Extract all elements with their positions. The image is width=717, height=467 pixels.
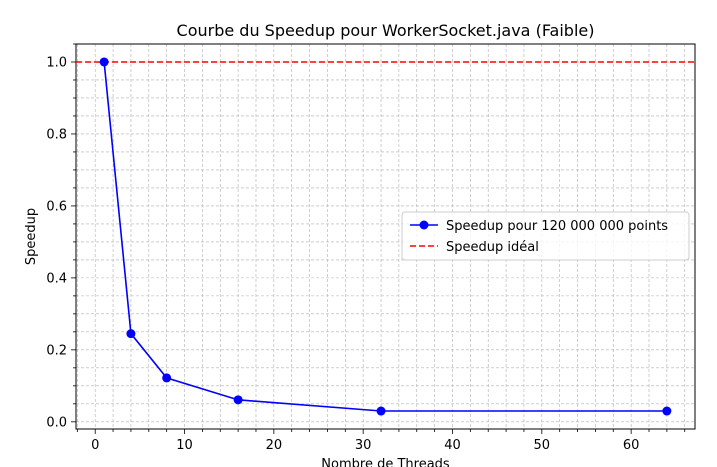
x-axis-title: Nombre de Threads [321, 457, 450, 467]
x-tick-label: 20 [266, 438, 283, 453]
x-tick-label: 0 [91, 438, 99, 453]
x-tick-label: 10 [176, 438, 193, 453]
data-point [662, 406, 672, 416]
data-point [162, 373, 172, 383]
legend: Speedup pour 120 000 000 points Speedup … [401, 211, 690, 261]
data-point [126, 329, 136, 339]
legend-series-marker [419, 220, 429, 230]
data-point [376, 406, 386, 416]
data-point [233, 395, 243, 405]
legend-series-label: Speedup pour 120 000 000 points [446, 219, 668, 234]
y-tick-label: 0.8 [46, 127, 67, 142]
speedup-series-line [103, 61, 667, 412]
y-tick-label: 0.6 [46, 199, 67, 214]
x-tick-label: 60 [623, 438, 640, 453]
y-tick-label: 0.4 [46, 271, 67, 286]
x-tick-label: 40 [444, 438, 461, 453]
axis-ticks: 0 10 20 30 40 50 60 0.0 0.2 0.4 0.6 0.8 1.0 [46, 43, 686, 453]
x-tick-label: 50 [534, 438, 551, 453]
legend-ideal-label: Speedup idéal [446, 240, 539, 255]
x-tick-label: 30 [355, 438, 372, 453]
plot-area-frame [75, 43, 696, 430]
y-tick-label: 1.0 [46, 55, 67, 70]
chart-title: Courbe du Speedup pour WorkerSocket.java… [177, 21, 595, 40]
y-axis-title: Speedup [24, 208, 39, 265]
legend-box [401, 211, 690, 261]
data-point [99, 57, 109, 67]
y-tick-label: 0.2 [46, 343, 67, 358]
y-tick-label: 0.0 [46, 415, 67, 430]
data-series [99, 57, 672, 416]
